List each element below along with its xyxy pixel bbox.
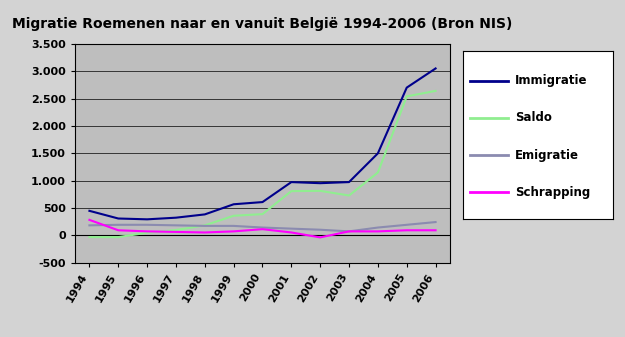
Text: Schrapping: Schrapping xyxy=(515,186,590,198)
Text: Saldo: Saldo xyxy=(515,112,552,124)
Text: Migratie Roemenen naar en vanuit België 1994-2006 (Bron NIS): Migratie Roemenen naar en vanuit België … xyxy=(12,17,512,31)
Text: Emigratie: Emigratie xyxy=(515,149,579,161)
Text: Immigratie: Immigratie xyxy=(515,74,588,87)
